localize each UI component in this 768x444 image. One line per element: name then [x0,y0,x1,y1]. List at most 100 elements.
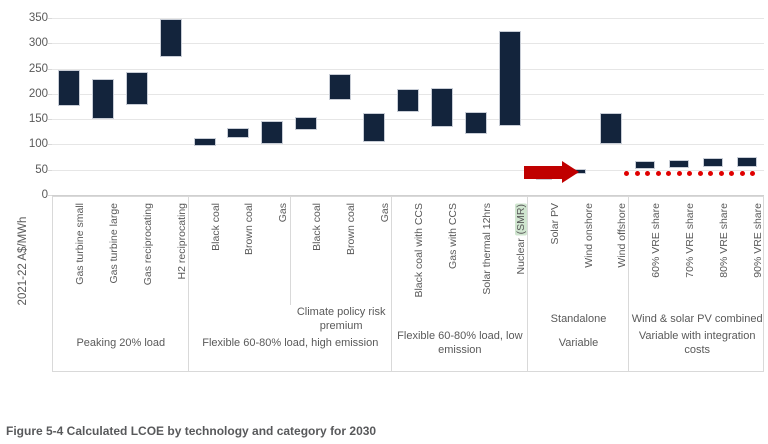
technology-label-gas-with-ccs: Gas with CCS [446,203,459,269]
red-right-arrow-icon [523,161,579,184]
dotted-line-dot [666,171,672,177]
bar-h2-reciprocating [159,19,182,57]
y-axis-tick-mark [48,119,52,121]
subgroup-divider [290,197,292,305]
dotted-line-dot [718,171,724,177]
plot-area [52,0,764,196]
bar-70-vre-share [669,159,690,169]
bar-wind-offshore [600,112,623,145]
y-axis-tick-350: 350 [28,12,48,24]
y-axis: 0 50 100 150 200 250 300 350 [0,0,52,201]
y-axis-tick-mark [48,144,52,146]
y-axis-tick-mark [48,195,52,196]
category-group-flexible-60-80-load-low-emission: Black coal with CCS Gas with CCS Solar the… [392,197,528,371]
dotted-line-dot [697,171,703,177]
arrow-head [561,161,579,184]
y-axis-tick-150: 150 [28,113,48,126]
technology-label-wind-onshore: Wind onshore [582,203,595,268]
bar-80-vre-share [703,158,724,168]
category-group-peaking-20-load: Gas turbine small Gas turbine large Gas re… [53,197,189,371]
technology-label-60-vre-share: 60% VRE share [650,203,663,278]
technology-label-nuclear-smr: Nuclear (SMR) [514,203,527,275]
zero-axis-line [52,195,764,196]
arrow-shaft [523,166,564,180]
y-axis-tick-100: 100 [28,138,48,151]
y-axis-tick-mark [48,93,52,95]
category-group-flexible-60-80-load-high-emission: Black coal Brown coal Gas Black coal Brown c… [189,197,393,371]
category-group-label: Peaking 20% load [76,337,166,349]
dotted-line-dot [645,171,651,177]
smr-highlight: (SMR) [514,203,527,236]
bar-nuclear-smr [498,30,521,126]
bar-gas-reciprocating [125,72,148,105]
y-axis-tick-0: 0 [41,189,48,201]
technology-label-70-vre-share: 70% VRE share [684,203,697,278]
category-group-variable-with-integration-costs: 60% VRE share 70% VRE share 80% VRE share 9… [629,197,765,371]
gridline [52,144,764,146]
dotted-line-dot [634,171,640,177]
y-axis-title: 2021-22 A$/MWh [17,216,29,306]
subgroup-label: Standalone [550,313,607,325]
bar-gas-turbine-large [91,79,114,120]
technology-label-gas: Gas [379,203,392,223]
subgroup-label: Climate policy risk premium [296,306,386,332]
subgroup-label: Wind & solar PV combined [631,313,763,325]
gridline [52,169,764,171]
technology-label-black-coal: Black coal [209,203,222,251]
bar-gas-with-ccs [430,87,453,127]
category-table: Gas turbine small Gas turbine large Gas re… [52,196,764,372]
technology-label-h2-reciprocating: H2 reciprocating [175,203,188,280]
bar-black-coal-with-ccs [397,88,419,112]
dotted-line-dot [739,171,745,177]
dotted-line-dot [676,171,682,177]
gridline [52,43,764,45]
technology-label-80-vre-share: 80% VRE share [718,203,731,278]
y-axis-tick-300: 300 [28,37,48,50]
bar-60-vre-share [635,160,656,169]
figure-caption: Figure 5-4 Calculated LCOE by technology… [6,424,377,438]
category-group-label: Variable with integration costs [638,330,756,356]
bar-90-vre-share [737,157,758,168]
dotted-line-dot [708,171,714,177]
category-group-label: Flexible 60-80% load, high emission [202,337,379,349]
y-axis-tick-mark [48,18,52,19]
technology-label-brown-coal: Brown coal [243,203,256,255]
y-axis-tick-200: 200 [28,87,48,100]
dotted-line-dot [687,171,693,177]
technology-label-text: Nuclear [514,235,527,275]
bar-brown-coal [227,128,250,138]
technology-label-row: Black coal with CCS Gas with CCS Solar the… [392,197,527,305]
dotted-line-dot [655,171,661,177]
y-axis-tick-mark [48,68,52,70]
technology-label-gas-turbine-small: Gas turbine small [73,203,86,285]
technology-label-row: Gas turbine small Gas turbine large Gas re… [53,197,188,305]
technology-label-black-coal-with-ccs: Black coal with CCS [412,203,425,298]
bar-solar-thermal-12hrs [464,111,487,135]
technology-label-row: 60% VRE share 70% VRE share 80% VRE share 9… [629,197,765,305]
technology-label-gas-turbine-large: Gas turbine large [107,203,120,284]
y-axis-tick-250: 250 [28,62,48,75]
y-axis-tick-mark [48,43,52,45]
y-axis-tick-mark [48,169,52,171]
bar-gas [261,120,284,145]
bar-gas-turbine-small [57,70,80,107]
dotted-line-dot [624,171,630,177]
technology-label-black-coal: Black coal [311,203,324,251]
bar-brown-coal-climate-policy-risk-premium [329,73,352,101]
dotted-line-dot [750,171,756,177]
technology-label-gas: Gas [277,203,290,223]
gridline [52,68,764,70]
dotted-line-dot [729,171,735,177]
category-group-label: Flexible 60-80% load, low emission [397,330,523,356]
gridline [52,119,764,121]
dotted-reference-line [624,171,756,177]
bar-gas-climate-policy-risk-premium [363,112,386,142]
technology-label-solar-thermal-12hrs: Solar thermal 12hrs [480,203,493,295]
category-group-label: Variable [558,337,599,349]
technology-label-90-vre-share: 90% VRE share [752,203,765,278]
technology-label-gas-reciprocating: Gas reciprocating [141,203,154,286]
technology-label-row: Solar PV Wind onshore Wind offshore [528,197,629,305]
technology-label-solar-pv: Solar PV [548,203,561,245]
y-axis-tick-50: 50 [35,163,48,176]
